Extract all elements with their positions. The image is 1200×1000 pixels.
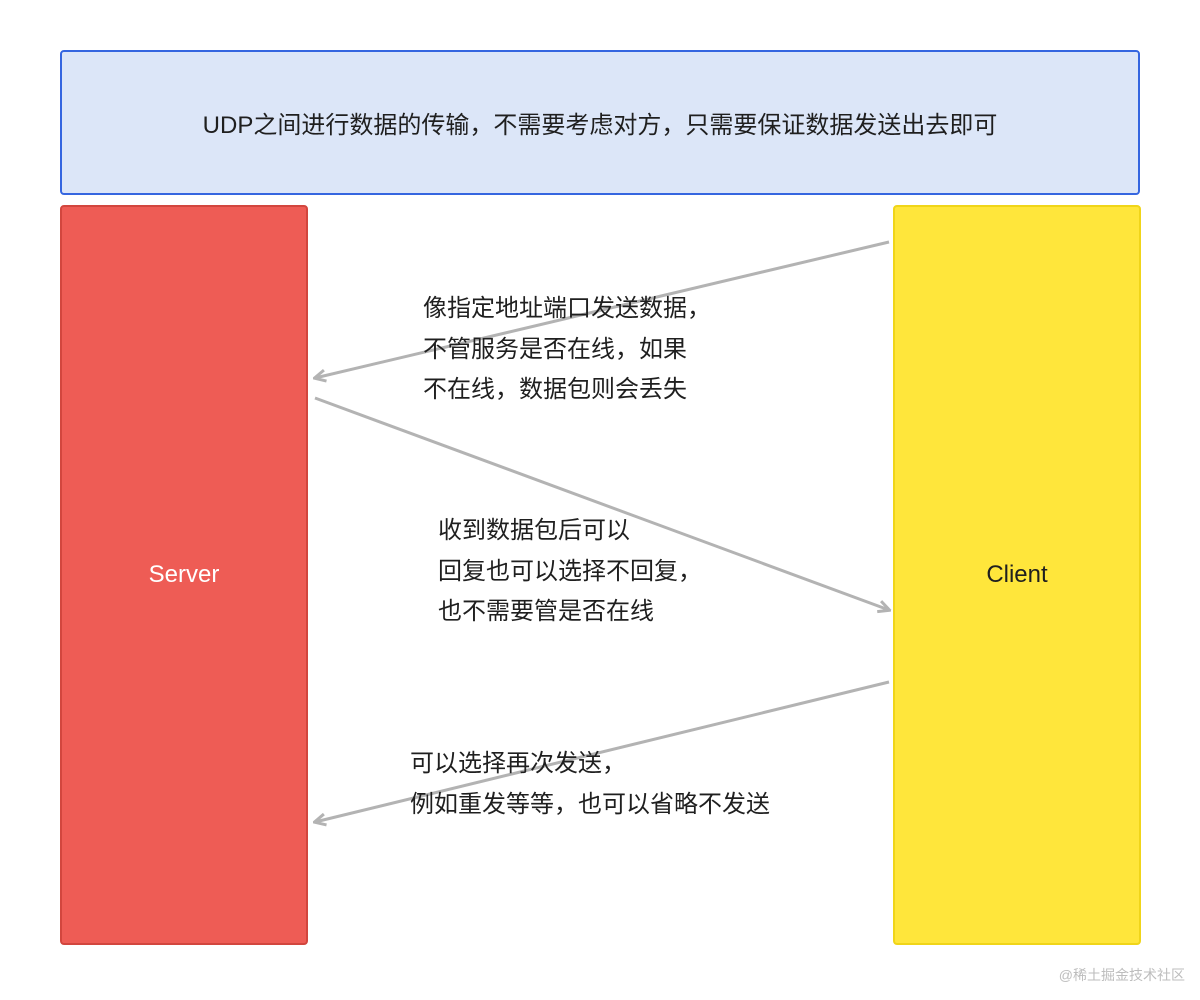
watermark: @稀土掘金技术社区 [1059, 965, 1185, 985]
message-2-text: 收到数据包后可以 回复也可以选择不回复， 也不需要管是否在线 [438, 517, 702, 626]
message-1: 像指定地址端口发送数据， 不管服务是否在线，如果 不在线，数据包则会丢失 [423, 248, 711, 411]
message-2: 收到数据包后可以 回复也可以选择不回复， 也不需要管是否在线 [438, 470, 702, 633]
client-label: Client [986, 561, 1047, 589]
server-actor: Server [60, 205, 308, 945]
header-text: UDP之间进行数据的传输，不需要考虑对方，只需要保证数据发送出去即可 [203, 105, 998, 140]
message-3: 可以选择再次发送， 例如重发等等，也可以省略不发送 [410, 703, 770, 825]
udp-diagram: UDP之间进行数据的传输，不需要考虑对方，只需要保证数据发送出去即可 Serve… [0, 0, 1200, 1000]
message-1-text: 像指定地址端口发送数据， 不管服务是否在线，如果 不在线，数据包则会丢失 [423, 295, 711, 404]
header-box: UDP之间进行数据的传输，不需要考虑对方，只需要保证数据发送出去即可 [60, 50, 1140, 195]
message-3-text: 可以选择再次发送， 例如重发等等，也可以省略不发送 [410, 750, 770, 818]
server-label: Server [149, 561, 220, 589]
watermark-text: @稀土掘金技术社区 [1059, 967, 1185, 983]
client-actor: Client [893, 205, 1141, 945]
